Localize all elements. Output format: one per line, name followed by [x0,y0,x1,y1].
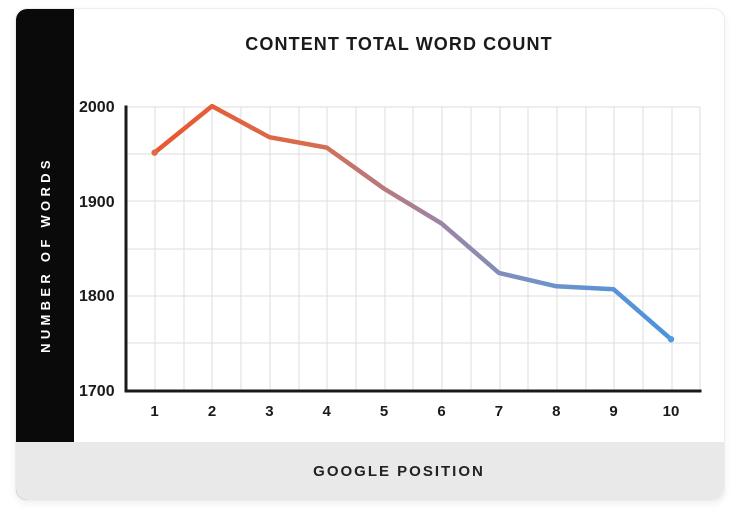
svg-text:2000: 2000 [79,99,115,116]
svg-text:3: 3 [265,403,273,420]
svg-text:1: 1 [150,403,158,420]
svg-text:1700: 1700 [79,383,115,400]
svg-text:8: 8 [552,403,560,420]
svg-text:1900: 1900 [79,194,115,211]
svg-text:2: 2 [208,403,216,420]
svg-text:4: 4 [323,403,332,420]
svg-text:10: 10 [663,403,680,420]
svg-text:9: 9 [609,403,617,420]
svg-text:5: 5 [380,403,388,420]
svg-text:7: 7 [495,403,503,420]
svg-text:1800: 1800 [79,288,115,305]
svg-text:6: 6 [437,403,445,420]
